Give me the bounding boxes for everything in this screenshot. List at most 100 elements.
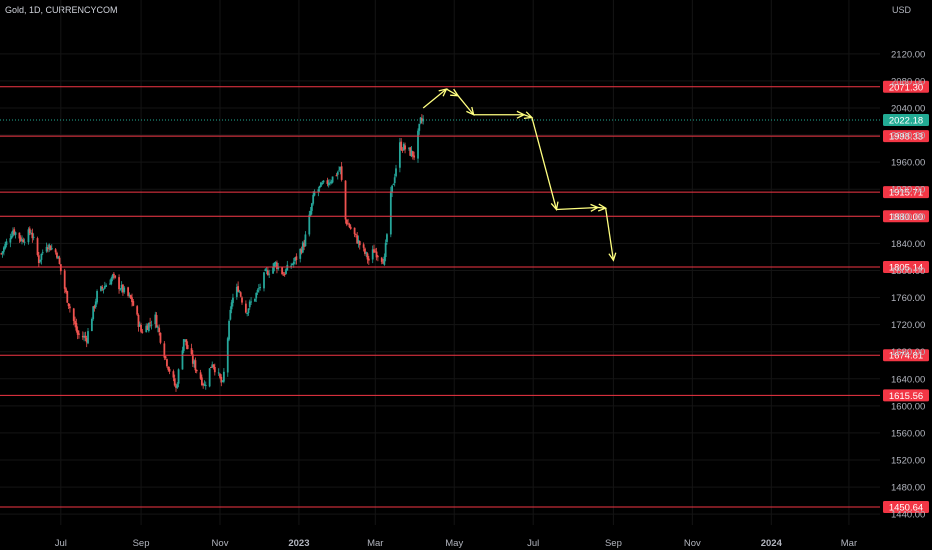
candle-body <box>185 339 188 346</box>
candle-body <box>411 151 414 157</box>
candle-body <box>320 182 322 187</box>
candle-body <box>164 356 167 359</box>
candle-body <box>358 241 361 246</box>
y-tick-label: 1680.00 <box>891 347 925 358</box>
candle-body <box>168 368 171 372</box>
level-tag <box>883 260 929 273</box>
candle-body <box>138 324 141 327</box>
candle-body <box>364 248 366 254</box>
candle-body <box>76 330 79 335</box>
candle-body <box>398 142 401 168</box>
candle-body <box>247 308 250 314</box>
candle-body <box>136 306 139 315</box>
level-label: 1674.81 <box>889 351 923 362</box>
x-tick-label: Sep <box>133 538 150 549</box>
candle-body <box>210 366 212 368</box>
candle-body <box>208 368 211 387</box>
x-tick-label: Nov <box>212 538 229 549</box>
candle-body <box>46 247 49 250</box>
candle-body <box>400 141 403 150</box>
candle-body <box>5 241 8 246</box>
candle-body <box>49 245 52 251</box>
candle-body <box>408 147 410 149</box>
candle-body <box>93 305 96 309</box>
candle-body <box>244 303 247 313</box>
currency-label: USD <box>892 5 912 15</box>
candle-body <box>14 232 17 235</box>
y-tick-label: 1920.00 <box>891 185 925 196</box>
candle-body <box>402 144 405 151</box>
candle-body <box>28 228 31 234</box>
candle-body <box>200 377 203 385</box>
candle-body <box>246 313 249 315</box>
candle-body <box>119 289 122 291</box>
candle-body <box>155 315 158 328</box>
candle-body <box>313 191 316 196</box>
candle-body <box>371 249 374 260</box>
candle-body <box>84 335 87 338</box>
candle-body <box>110 278 113 285</box>
candle-body <box>87 331 89 344</box>
candle-body <box>300 249 303 253</box>
candle-body <box>290 265 293 267</box>
candle-body <box>291 263 294 265</box>
candle-body <box>9 238 12 243</box>
candle-body <box>219 373 221 378</box>
candle-body <box>78 333 80 335</box>
candle-body <box>347 223 350 225</box>
time-axis: Jul Sep Nov 2023 Mar May Jul Sep Nov 2024 Mar <box>55 538 857 549</box>
x-tick-label: Jul <box>55 538 67 549</box>
candle-body <box>123 287 126 293</box>
y-tick-label: 1640.00 <box>891 374 925 385</box>
candle-body <box>283 273 286 275</box>
candle-body <box>395 168 397 177</box>
candle-body <box>420 118 423 121</box>
level-tag <box>883 186 929 199</box>
candle-body <box>39 259 42 262</box>
candle-body <box>102 288 105 290</box>
candle-body <box>417 130 419 159</box>
candle-body <box>312 194 315 204</box>
candle-body <box>129 295 132 299</box>
candle-body <box>118 277 120 290</box>
candle-body <box>366 253 369 260</box>
candle-body <box>413 155 416 158</box>
candle-body <box>182 339 185 351</box>
y-tick-label: 2080.00 <box>891 76 925 87</box>
candle-body <box>221 381 224 383</box>
level-tag <box>883 80 929 93</box>
candle-body <box>327 183 330 186</box>
level-label: 1805.14 <box>889 262 923 273</box>
candle-body <box>382 262 384 264</box>
candle-body <box>92 306 95 319</box>
candle-body <box>172 371 175 378</box>
candle-body <box>338 170 340 172</box>
candle-body <box>103 286 106 289</box>
candle-body <box>254 298 256 302</box>
candle-body <box>384 242 387 257</box>
candle-body <box>235 286 238 297</box>
candle-body <box>265 269 268 271</box>
candle-body <box>184 339 186 341</box>
level-label: 1998.33 <box>889 132 923 143</box>
candle-body <box>230 302 233 310</box>
candle-body <box>19 237 22 242</box>
candle-body <box>272 266 274 274</box>
candle-body <box>59 264 62 272</box>
y-tick-label: 1480.00 <box>891 483 925 494</box>
current-price-label: 2022.18 <box>889 116 923 127</box>
candle-body <box>308 214 311 235</box>
candle-body <box>353 227 356 235</box>
candle-body <box>376 256 379 258</box>
candle-body <box>173 378 176 386</box>
candle-body <box>348 223 351 228</box>
candle-body <box>349 226 352 229</box>
x-tick-label: Mar <box>841 538 857 549</box>
candle-body <box>329 182 331 184</box>
candle-body <box>40 253 43 260</box>
candle-body <box>158 327 161 333</box>
level-label: 1915.71 <box>889 188 923 199</box>
candle-body <box>410 150 413 157</box>
candle-body <box>301 242 304 253</box>
